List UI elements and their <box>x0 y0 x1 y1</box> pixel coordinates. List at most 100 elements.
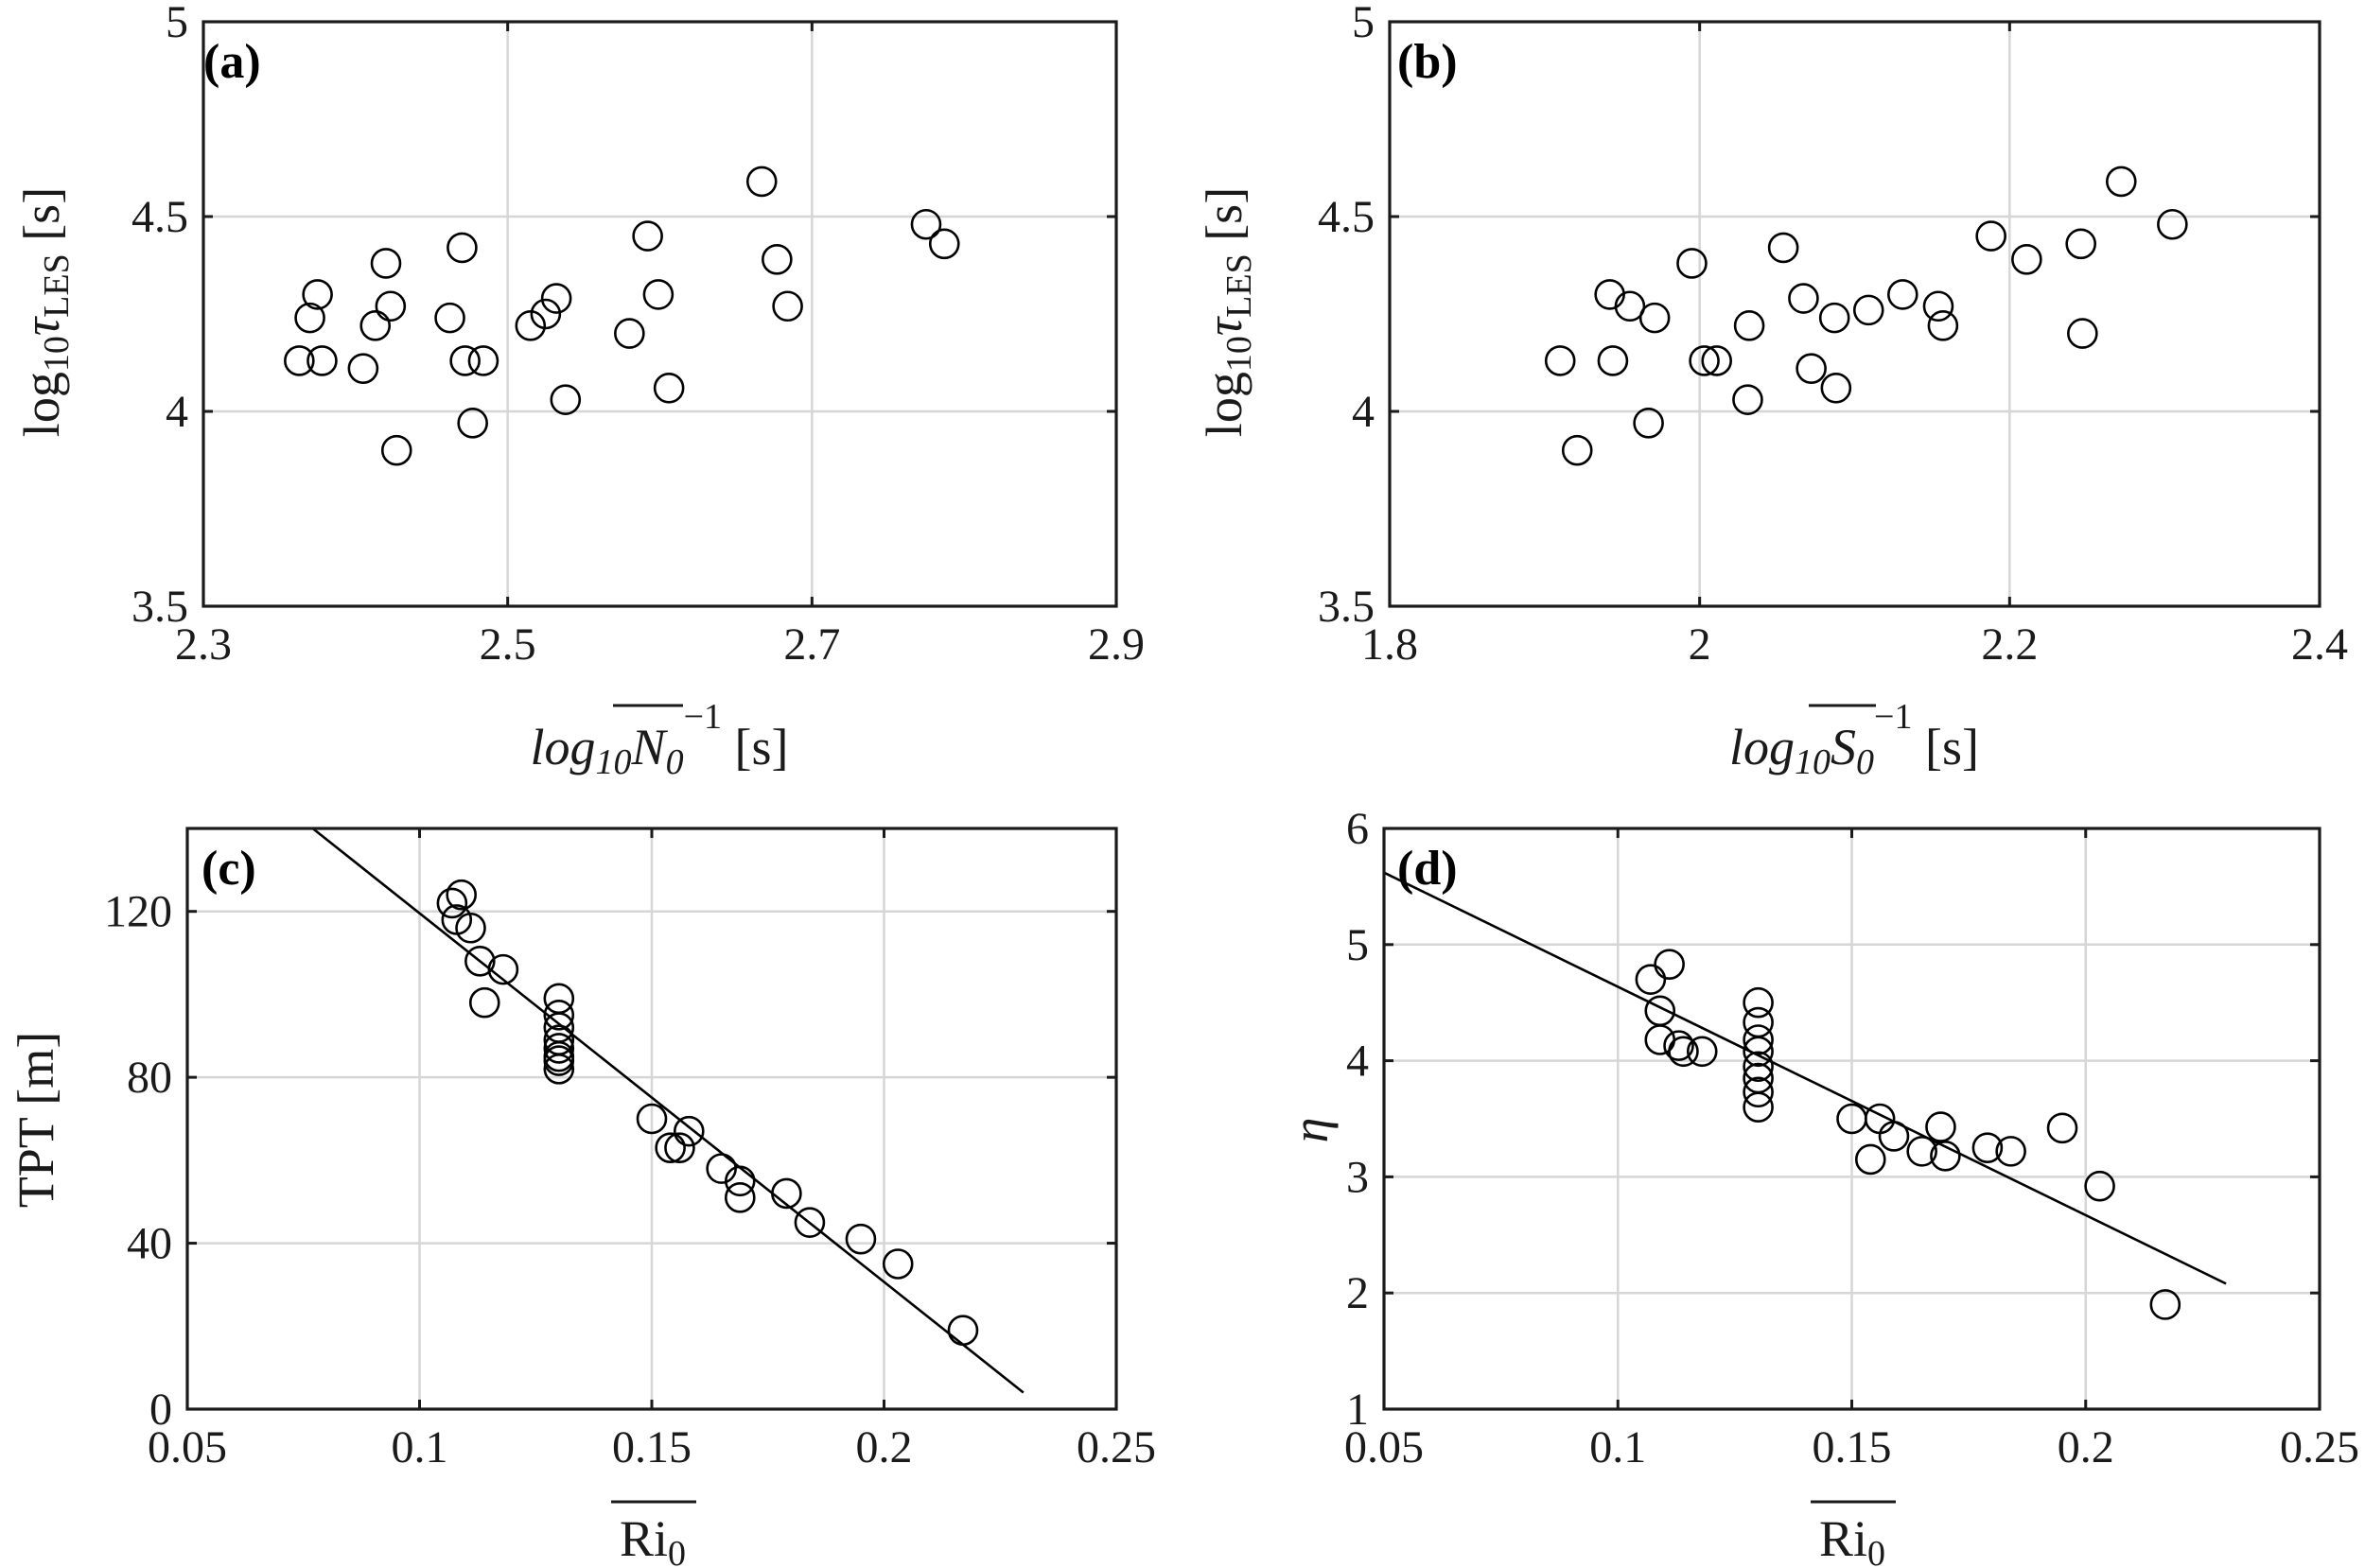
panel-a-xtick-label: 2.9 <box>1088 619 1145 670</box>
panel-a-data-point <box>467 345 499 376</box>
panel-d-fit-line <box>1383 871 2227 1285</box>
panel-b-data-point <box>1544 345 1576 376</box>
panel-c-xtick-label: 0.05 <box>148 1422 227 1472</box>
panel-d-tag: (d) <box>1397 842 1458 896</box>
panel-d-data-point <box>1854 1143 1886 1176</box>
panel-d-data-point <box>1644 995 1676 1027</box>
panel-a-data-point <box>530 298 562 330</box>
panel-d-data-point <box>1930 1140 1961 1172</box>
panel-a-data-point <box>434 302 465 334</box>
panel-b-data-point <box>2105 166 2137 198</box>
panel-d-data-point <box>1663 1030 1694 1061</box>
panel-c-data-point <box>771 1177 802 1210</box>
panel-a-data-point <box>928 228 960 260</box>
panel-d-data-point <box>2084 1170 2115 1202</box>
panel-c-data-point <box>636 1103 668 1135</box>
panel-b-data-point <box>1689 345 1720 376</box>
panel-a-xtick-label: 2.3 <box>175 619 232 670</box>
panel-a-data-point <box>550 384 582 415</box>
panel-c-ytick-label: 120 <box>104 887 172 937</box>
panel-b-data-point <box>1767 232 1799 264</box>
panel-a-frame <box>201 20 1118 608</box>
panel-d: 0.05 0.1 0.15 0.2 0.25 1 2 3 4 5 6 (d) Ri0 η <box>1282 804 2359 1568</box>
panel-a-data-point <box>653 372 685 404</box>
panel-d-data-point <box>1743 1024 1774 1055</box>
panel-b-tag: (b) <box>1397 35 1458 89</box>
panel-d-data-point <box>1654 949 1685 980</box>
panel-b-xlabel: log10S0−1 [s] <box>1729 697 1979 782</box>
panel-a-ytick-label: 3.5 <box>131 582 188 632</box>
panel-b-data-point <box>2067 318 2098 349</box>
panel-b-data-point <box>1927 310 1959 341</box>
panel-c-data-point <box>543 1045 575 1076</box>
panel-c-tag: (c) <box>201 842 256 896</box>
panel-b-ytick-label: 5 <box>1352 0 1375 47</box>
panel-a-ytick-label: 5 <box>166 0 188 47</box>
panel-d-ytick-label: 6 <box>1346 804 1369 854</box>
panel-c-data-point <box>724 1165 756 1197</box>
panel-d-data-point <box>1906 1136 1937 1167</box>
panel-b-data-point <box>1633 408 1664 439</box>
panel-a-data-point <box>540 283 572 314</box>
panel-c-data-point <box>543 1033 575 1064</box>
panel-a-data-point <box>772 290 803 322</box>
panel-d-ytick-label: 5 <box>1346 920 1369 970</box>
panel-a-xlabel: log10N0−1 [s] <box>531 697 789 782</box>
panel-c-ytick-label: 0 <box>149 1385 172 1435</box>
panel-c-data-point <box>436 887 468 919</box>
panel-d-data-point <box>1878 1121 1910 1152</box>
panel-a-xtick-label: 2.7 <box>783 619 840 670</box>
panel-a-tag: (a) <box>203 35 261 89</box>
panel-c-xtick-label: 0.1 <box>392 1422 448 1472</box>
panel-b-data-point <box>1597 345 1629 376</box>
panel-b-xtick-label: 2 <box>1689 619 1711 670</box>
panel-b-data-point <box>1614 290 1646 322</box>
panel-c-data-point <box>655 1132 686 1163</box>
panel-b-data-point <box>1796 353 1827 384</box>
panel-d-ylabel: η <box>1282 1118 1339 1143</box>
panel-b-data-point <box>1733 310 1765 341</box>
panel-b-data-point <box>1788 283 1819 314</box>
panel-d-xtick-label: 0.2 <box>2058 1422 2114 1472</box>
panel-d-data-point <box>1743 986 1774 1019</box>
panel-d-xtick-label: 0.1 <box>1589 1422 1646 1472</box>
panel-c: 0.05 0.1 0.15 0.2 0.25 0 40 80 120 (c) Ri0 TPT [… <box>8 827 1156 1568</box>
panel-a-data-point <box>447 232 478 264</box>
panel-c-data-point <box>464 946 496 977</box>
panel-d-data-point <box>1971 1132 2004 1163</box>
panel-c-data-point <box>724 1182 756 1213</box>
panel-d-ytick-label: 1 <box>1346 1385 1369 1435</box>
panel-d-ytick-label: 2 <box>1346 1268 1369 1318</box>
panel-a-data-point <box>632 220 663 252</box>
panel-d-xtick-label: 0.25 <box>2280 1422 2359 1472</box>
panel-a: 2.3 2.5 2.7 2.9 3.5 4 4.5 5 (a) log10N0−1 [s] l… <box>13 0 1145 782</box>
panel-b-data-point <box>1886 279 1918 310</box>
panel-a-data-point <box>370 248 402 279</box>
panel-d-ytick-label: 4 <box>1346 1037 1369 1087</box>
panel-a-data-point <box>359 310 392 341</box>
panel-c-data-point <box>543 1054 575 1085</box>
panel-c-data-point <box>664 1132 695 1163</box>
panel-c-data-point <box>543 1000 575 1031</box>
panel-a-data-point <box>302 279 333 310</box>
panel-d-data-point <box>2149 1289 2181 1320</box>
panel-a-data-point <box>375 290 407 322</box>
panel-b-data-point <box>1975 220 2006 252</box>
panel-d-data-point <box>1743 1091 1774 1124</box>
panel-c-data-point <box>543 983 575 1015</box>
panel-d-data-point <box>1686 1036 1718 1068</box>
panel-a-data-point <box>614 318 645 349</box>
panel-b-data-point <box>1701 345 1732 376</box>
panel-a-data-point <box>745 166 778 198</box>
panel-c-xlabel: Ri0 <box>620 1510 686 1568</box>
panel-d-data-point <box>1668 1036 1699 1068</box>
panel-b-data-point <box>1922 290 1954 322</box>
panel-c-ytick-label: 80 <box>127 1053 172 1103</box>
panel-a-data-point <box>380 434 412 466</box>
panel-a-data-point <box>307 345 338 376</box>
panel-c-fit-line <box>311 827 1025 1394</box>
panel-c-data-point <box>794 1207 826 1238</box>
panel-c-data-point <box>468 986 500 1019</box>
panel-d-data-point <box>1743 1051 1774 1083</box>
panel-a-ytick-label: 4.5 <box>131 192 188 242</box>
